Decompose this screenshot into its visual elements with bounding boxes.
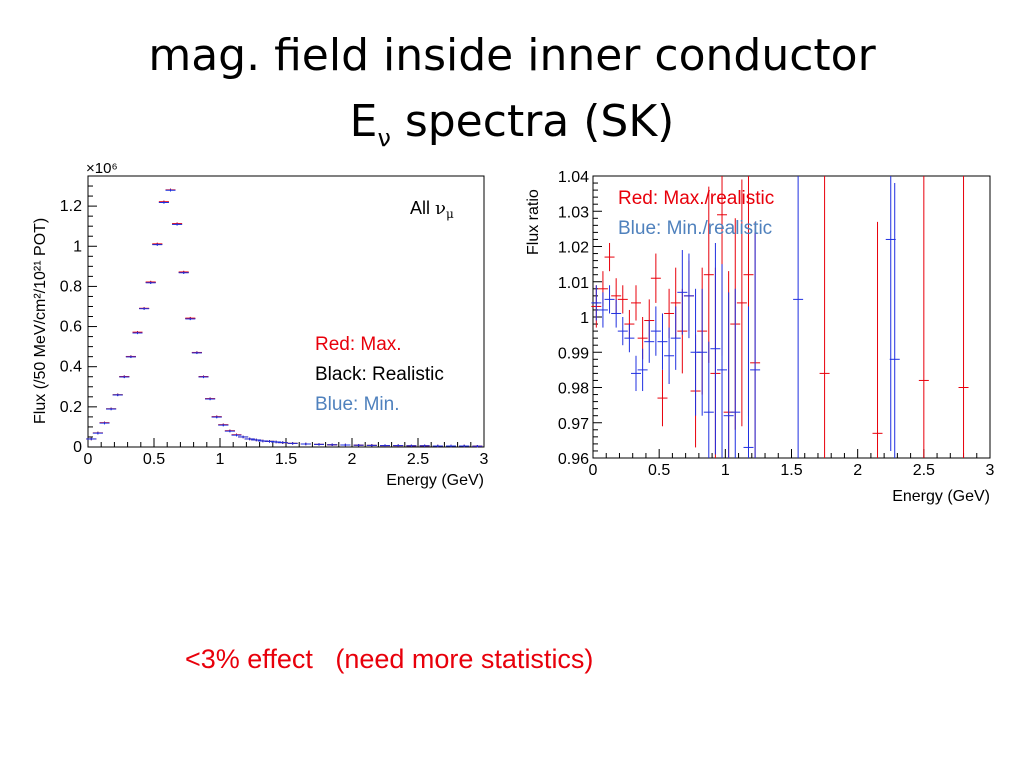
y-tick-label: 0.98 [558,381,589,398]
ratio-legend-entry: Red: Max./realistic [618,188,774,209]
title-spectra-text: spectra (SK) [390,96,675,147]
ratio-legend-entry: Blue: Min./realistic [618,218,772,239]
x-tick-label: 0.5 [648,462,670,479]
y-tick-label: 1.2 [60,198,82,215]
title-energy-symbol: E [349,96,378,147]
x-tick-label: 1.5 [780,462,802,479]
y-tick-label: 0.6 [60,319,82,336]
y-tick-label: 0 [73,439,82,456]
y-tick-label: 0.96 [558,451,589,468]
y-axis-label: Flux (/50 MeV/cm²/10²¹ POT) [32,218,49,424]
y-tick-label: 1.01 [558,275,589,292]
slide-title-line1: mag. field inside inner conductor [148,30,876,81]
y-tick-label: 0.97 [558,416,589,433]
y-tick-label: 1.02 [558,240,589,257]
x-tick-label: 1 [216,451,225,468]
y-tick-label: 0.4 [60,359,82,376]
y-tick-label: 0.99 [558,345,589,362]
bottom-note: <3% effect (need more statistics) [185,644,594,674]
x-tick-label: 2.5 [913,462,935,479]
x-axis-label: Energy (GeV) [386,472,484,489]
slide-title-line2: Eν spectra (SK) [0,96,1024,152]
y-tick-label: 1.03 [558,204,589,221]
x-tick-label: 1.5 [275,451,297,468]
x-axis-label: Energy (GeV) [892,488,990,505]
x-tick-label: 3 [480,451,489,468]
x-tick-label: 1 [721,462,730,479]
x-tick-label: 0.5 [143,451,165,468]
x-tick-label: 0 [589,462,598,479]
spectrum-legend-entry: Blue: Min. [315,394,399,415]
y-tick-label: 1.04 [558,169,589,186]
all-numu-annotation: All νμ [410,198,454,221]
y-tick-label: 1 [580,310,589,327]
y-multiplier-label: ×10⁶ [86,160,118,177]
x-tick-label: 0 [84,451,93,468]
spectrum-legend-entry: Red: Max. [315,334,402,355]
x-tick-label: 3 [986,462,995,479]
y-axis-label: Flux ratio [525,189,542,255]
x-tick-label: 2.5 [407,451,429,468]
spectrum-legend-entry: Black: Realistic [315,364,444,385]
y-tick-label: 1 [73,238,82,255]
y-tick-label: 0.8 [60,278,82,295]
x-tick-label: 2 [853,462,862,479]
y-tick-label: 0.2 [60,399,82,416]
x-tick-label: 2 [348,451,357,468]
title-nu-subscript: ν [377,124,391,152]
